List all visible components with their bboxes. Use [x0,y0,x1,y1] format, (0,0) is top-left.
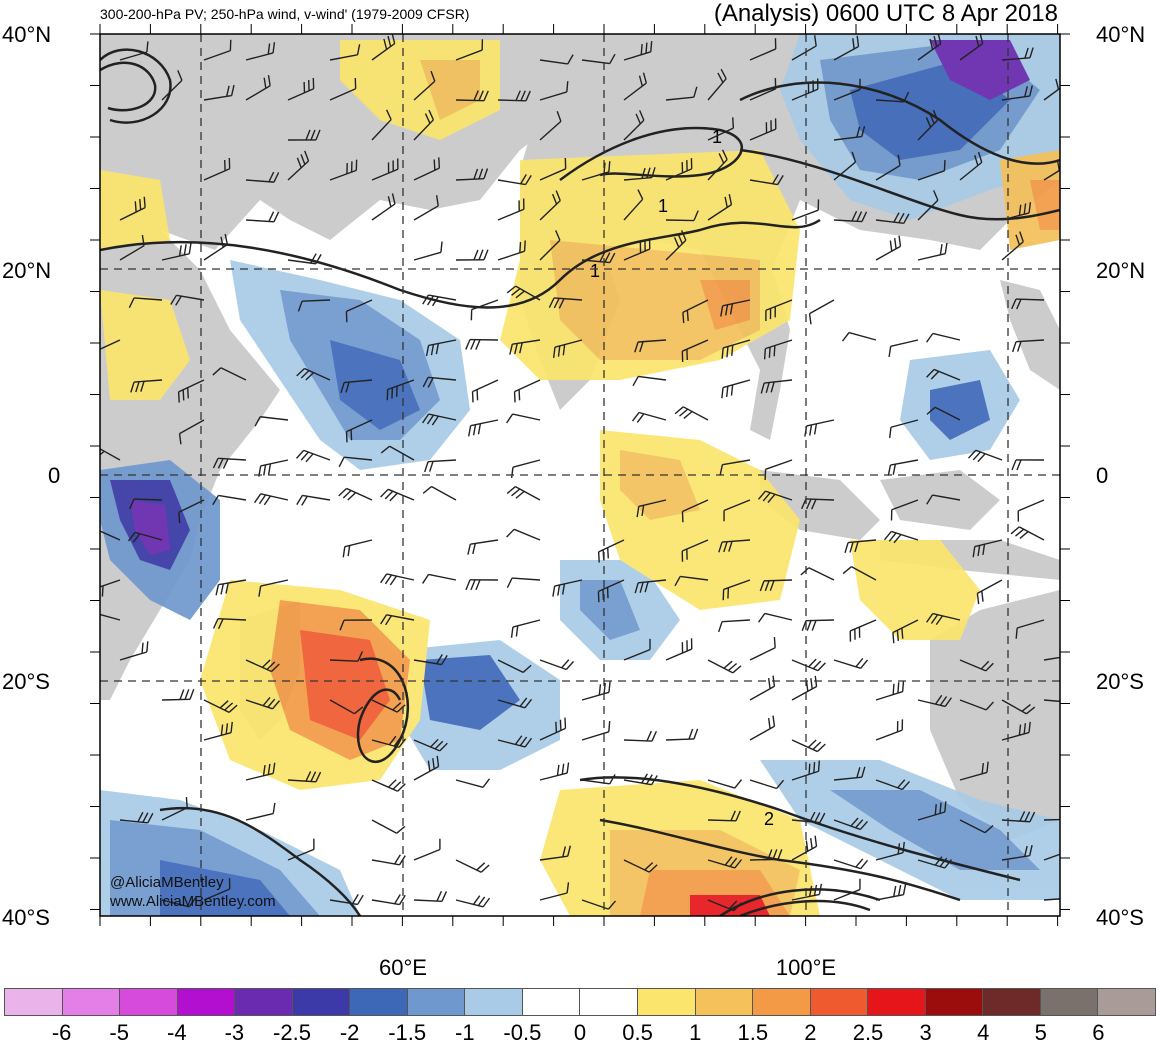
colorbar-swatch [983,989,1041,1015]
colorbar-swatch [1098,989,1155,1015]
colorbar-label: 4 [977,1020,989,1046]
colorbar-label: -2.5 [273,1020,311,1046]
colorbar-swatch [293,989,351,1015]
contour-label: 1 [658,196,668,216]
lat-label-20s-left: 20°S [2,669,50,695]
colorbar-label: -6 [52,1020,72,1046]
colorbar-swatch [235,989,293,1015]
colorbar-swatch [120,989,178,1015]
colorbar-swatch [753,989,811,1015]
colorbar-swatch [408,989,466,1015]
contour-label: 2 [764,809,774,829]
credit-website: www.AliciaMBentley.com [110,893,276,910]
colorbar-label: 3 [919,1020,931,1046]
weather-map: 1 1 1 2 [0,0,1160,940]
colorbar-label: -1 [455,1020,475,1046]
lat-label-0-right: 0 [1096,463,1108,489]
colorbar-label: 0 [574,1020,586,1046]
colorbar-swatch [63,989,121,1015]
lat-label-20n-right: 20°N [1096,258,1145,284]
colorbar-label: 2 [804,1020,816,1046]
colorbar-label: 6 [1092,1020,1104,1046]
colorbar [4,988,1156,1016]
credit-handle: @AliciaMBentley [110,874,224,891]
colorbar-swatch [811,989,869,1015]
colorbar-label: 0.5 [622,1020,653,1046]
lon-label-60e: 60°E [379,955,427,981]
lat-label-0-left: 0 [48,463,60,489]
colorbar-swatch [638,989,696,1015]
colorbar-swatch [580,989,638,1015]
colorbar-label: -2 [340,1020,360,1046]
colorbar-label: -4 [167,1020,187,1046]
lat-label-40n-right: 40°N [1096,22,1145,48]
lon-label-100e: 100°E [776,955,836,981]
colorbar-label: 2.5 [853,1020,884,1046]
contour-label: 1 [590,261,600,281]
colorbar-label: -1.5 [388,1020,426,1046]
colorbar-label: -5 [109,1020,129,1046]
colorbar-swatch [1041,989,1099,1015]
lat-label-40s-left: 40°S [2,905,50,931]
colorbar-swatch [696,989,754,1015]
colorbar-label: -0.5 [503,1020,541,1046]
colorbar-label: 1.5 [738,1020,769,1046]
colorbar-swatch [178,989,236,1015]
colorbar-swatch [350,989,408,1015]
colorbar-swatch [523,989,581,1015]
colorbar-swatch [926,989,984,1015]
lat-label-40s-right: 40°S [1096,905,1144,931]
lat-label-20s-right: 20°S [1096,669,1144,695]
colorbar-swatch [5,989,63,1015]
colorbar-swatch [868,989,926,1015]
lat-label-20n-left: 20°N [2,258,51,284]
colorbar-swatch [465,989,523,1015]
colorbar-label: -3 [225,1020,245,1046]
colorbar-label: 1 [689,1020,701,1046]
lat-label-40n-left: 40°N [2,22,51,48]
colorbar-label: 5 [1035,1020,1047,1046]
